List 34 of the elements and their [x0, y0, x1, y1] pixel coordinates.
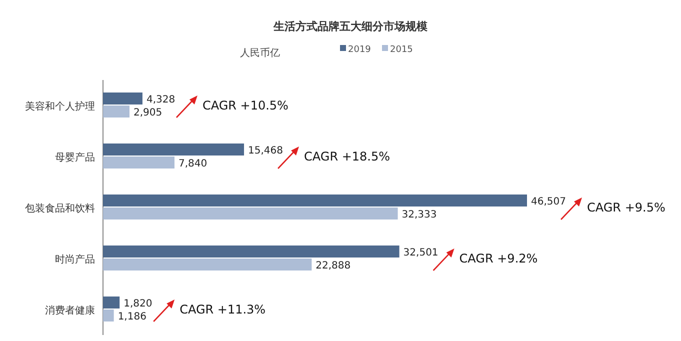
bar [103, 208, 398, 220]
data-label: 32,333 [402, 210, 437, 220]
bar [103, 144, 244, 156]
y-tick-label: 消费者健康 [45, 304, 95, 316]
bar [103, 156, 174, 168]
y-tick-label: 母婴产品 [55, 152, 95, 164]
data-label: 7,840 [178, 158, 208, 170]
legend-label: 2015 [390, 45, 413, 55]
text: CAGR +9.5% [587, 200, 666, 214]
y-tick-label: 包装食品和饮料 [25, 202, 95, 214]
data-label: 22,888 [316, 260, 351, 272]
annotation: CAGR +11.3% [180, 302, 266, 316]
data-label: 1,186 [118, 312, 146, 322]
legend-label: 2019 [348, 45, 372, 55]
data-label: 32,501 [403, 248, 438, 258]
chart-title: 生活方式品牌五大细分市场规模 [272, 20, 428, 33]
y-tick-label: 美容和个人护理 [25, 100, 95, 112]
annotation: CAGR +10.5% [202, 98, 288, 112]
bar [103, 296, 120, 308]
bar [103, 194, 527, 206]
bar [103, 92, 142, 104]
annotation: CAGR +18.5% [304, 150, 390, 164]
bar [103, 258, 312, 270]
chart-subtitle: 人民币亿 [240, 47, 280, 59]
data-label: 15,468 [248, 146, 284, 156]
bar [103, 310, 114, 322]
y-tick-label: 时尚产品 [55, 254, 95, 266]
data-label: 4,328 [146, 94, 176, 106]
data-label: 46,507 [531, 196, 566, 208]
data-label: 2,905 [133, 108, 162, 118]
data-label: 1,820 [124, 298, 152, 310]
annotation: CAGR +9.2% [459, 252, 538, 266]
bar [103, 246, 400, 258]
bar [103, 106, 130, 118]
